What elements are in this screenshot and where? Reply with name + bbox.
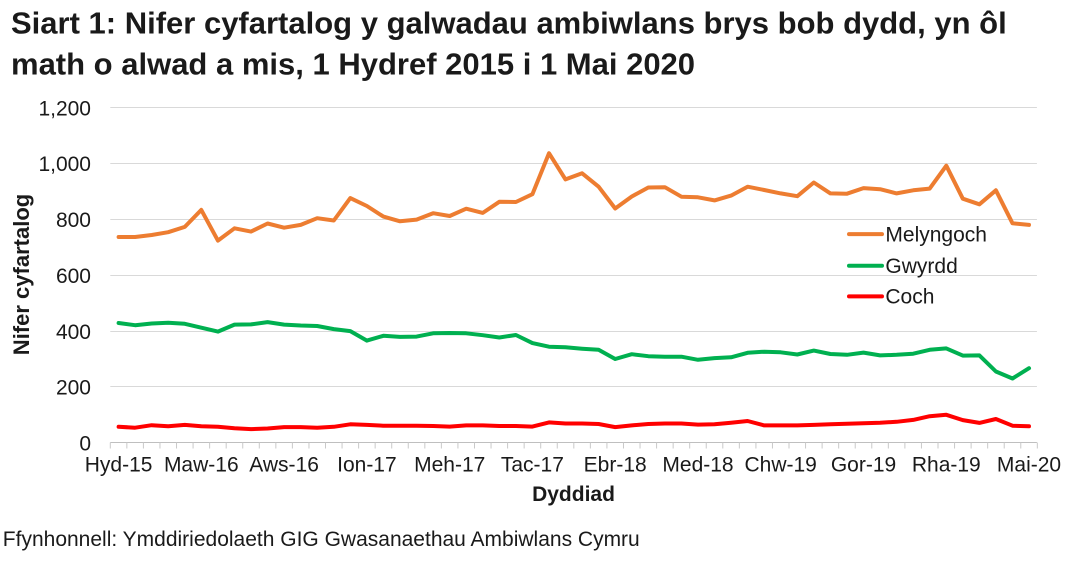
svg-text:Ion-17: Ion-17 xyxy=(337,454,397,477)
svg-text:Nifer cyfartalog: Nifer cyfartalog xyxy=(9,194,34,355)
svg-text:Mai-20: Mai-20 xyxy=(997,454,1061,477)
svg-text:Gor-19: Gor-19 xyxy=(831,454,896,477)
svg-text:Meh-17: Meh-17 xyxy=(414,454,485,477)
svg-text:math o alwad a mis, 1 Hydref 2: math o alwad a mis, 1 Hydref 2015 i 1 Ma… xyxy=(11,46,695,81)
svg-text:Gwyrdd: Gwyrdd xyxy=(885,255,957,278)
svg-text:0: 0 xyxy=(79,433,91,456)
svg-text:Med-18: Med-18 xyxy=(662,454,733,477)
svg-text:Rha-19: Rha-19 xyxy=(912,454,981,477)
svg-text:1,200: 1,200 xyxy=(38,97,91,120)
svg-text:400: 400 xyxy=(56,321,91,344)
svg-text:Chw-19: Chw-19 xyxy=(745,454,817,477)
svg-text:Melyngoch: Melyngoch xyxy=(885,223,987,246)
svg-text:200: 200 xyxy=(56,377,91,400)
svg-text:Dyddiad: Dyddiad xyxy=(532,483,615,506)
svg-text:Ebr-18: Ebr-18 xyxy=(584,454,647,477)
svg-text:Aws-16: Aws-16 xyxy=(249,454,319,477)
svg-text:Tac-17: Tac-17 xyxy=(501,454,564,477)
svg-text:Siart 1: Nifer cyfartalog y ga: Siart 1: Nifer cyfartalog y galwadau amb… xyxy=(11,6,1007,41)
svg-text:Maw-16: Maw-16 xyxy=(164,454,239,477)
svg-text:Hyd-15: Hyd-15 xyxy=(85,454,153,477)
svg-text:Coch: Coch xyxy=(885,286,934,309)
svg-text:1,000: 1,000 xyxy=(38,153,91,176)
svg-text:600: 600 xyxy=(56,265,91,288)
svg-text:800: 800 xyxy=(56,209,91,232)
svg-text:Ffynhonnell: Ymddiriedolaeth G: Ffynhonnell: Ymddiriedolaeth GIG Gwasana… xyxy=(3,528,640,551)
